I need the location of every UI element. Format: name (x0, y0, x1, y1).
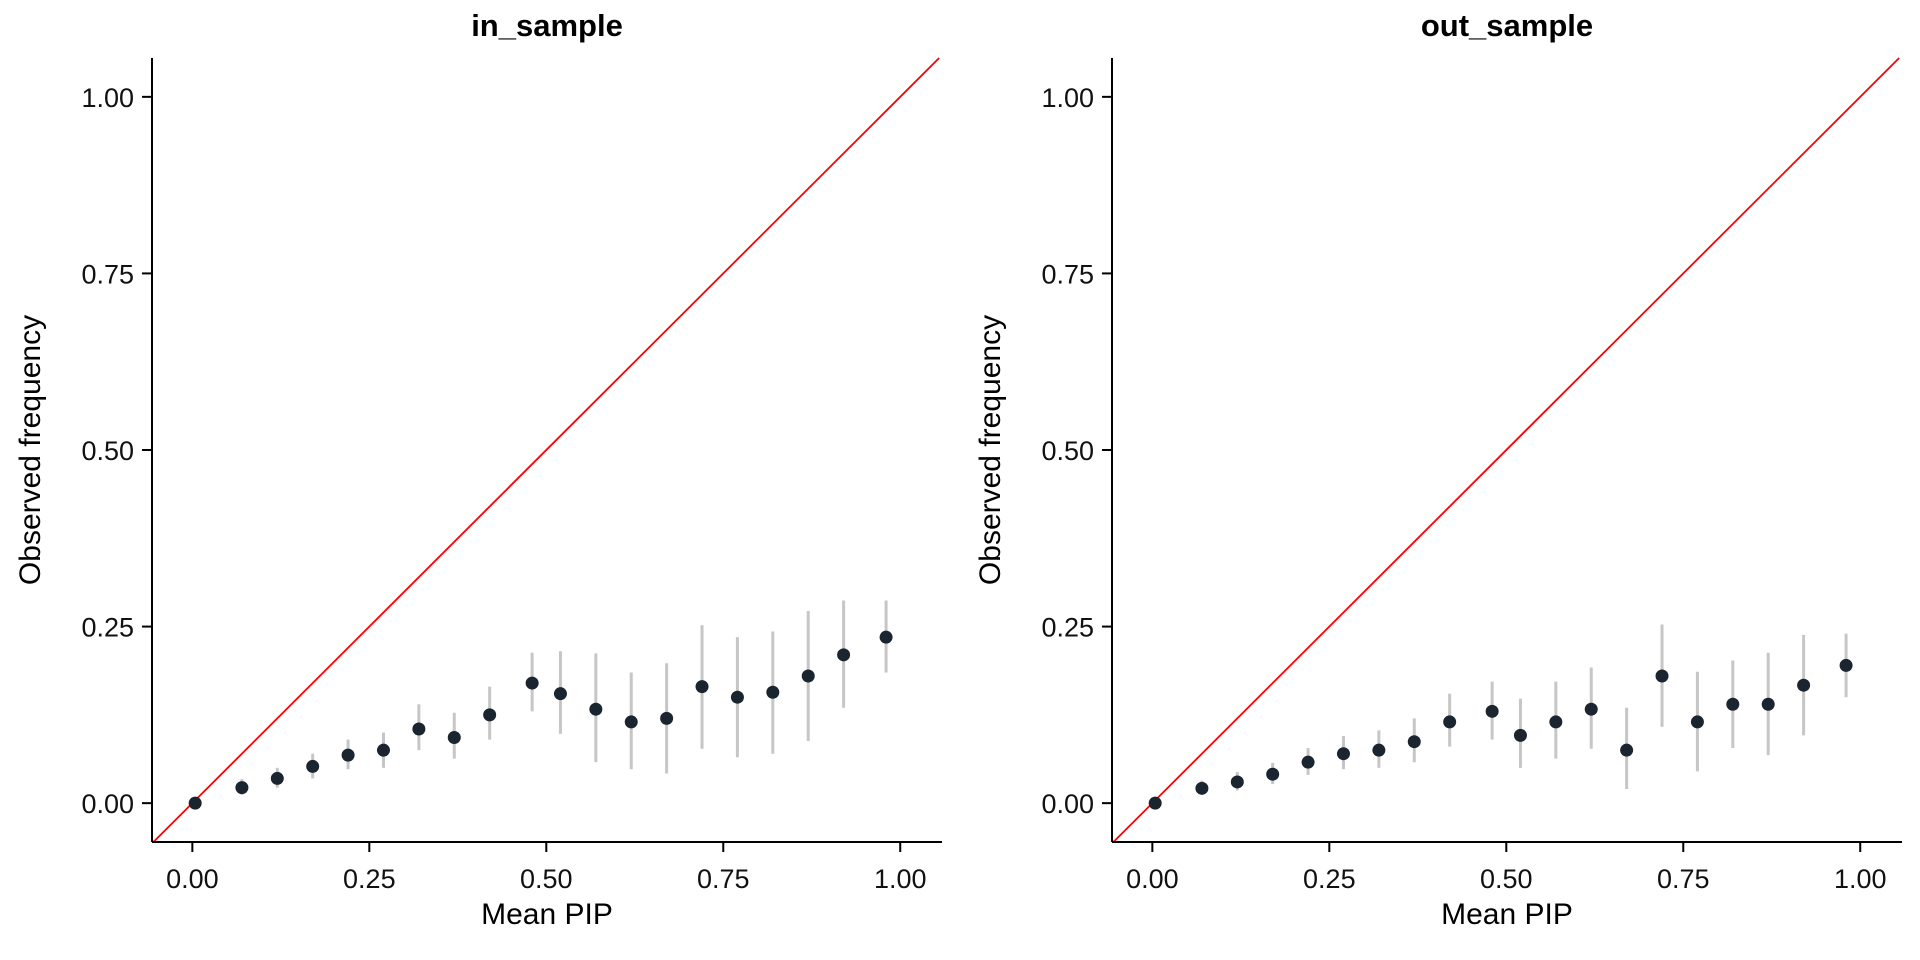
data-point (1839, 658, 1853, 672)
plot-area: 0.00 0.25 0.50 0.75 1.00 0.00 0.25 0.50 0.75 1.00 (1041, 57, 1902, 894)
plot-area: 0.00 0.25 0.50 0.75 1.00 0.00 0.25 0.50 0.75 1.00 (81, 57, 942, 894)
y-tick-label: 0.25 (81, 613, 134, 643)
data-point (1584, 702, 1598, 716)
data-point (235, 781, 249, 795)
x-axis-label: Mean PIP (1441, 898, 1573, 931)
data-point (1761, 697, 1775, 711)
data-point (376, 743, 390, 757)
data-point (1372, 743, 1386, 757)
data-point (188, 796, 202, 810)
data-point (879, 630, 893, 644)
data-point (1726, 697, 1740, 711)
data-point (624, 715, 638, 729)
y-tick-label: 0.75 (81, 259, 134, 289)
x-tick-label: 1.00 (1834, 864, 1887, 894)
data-point (1443, 715, 1457, 729)
data-point (1797, 678, 1811, 692)
data-point (695, 680, 709, 694)
data-point (306, 759, 320, 773)
data-point (1230, 775, 1244, 789)
data-point (1655, 669, 1669, 683)
y-tick-label: 1.00 (1041, 83, 1094, 113)
data-point (1266, 767, 1280, 781)
data-point (447, 730, 461, 744)
identity-reference-line (1112, 57, 1900, 843)
data-point (1407, 735, 1421, 749)
y-axis-label: Observed frequency (14, 315, 47, 585)
x-tick-label: 0.00 (166, 864, 219, 894)
data-point (1301, 755, 1315, 769)
y-tick-label: 0.75 (1041, 259, 1094, 289)
data-point (1513, 728, 1527, 742)
y-tick-label: 0.00 (1041, 789, 1094, 819)
in-sample-chart: 0.00 0.25 0.50 0.75 1.00 0.00 0.25 0.50 0.75 1.00… (14, 8, 942, 931)
panel-out-sample: 0.00 0.25 0.50 0.75 1.00 0.00 0.25 0.50 0.75 1.00… (960, 0, 1920, 960)
data-point (1620, 743, 1634, 757)
x-tick-label: 0.75 (697, 864, 750, 894)
y-tick-label: 0.00 (81, 789, 134, 819)
data-point (589, 702, 603, 716)
y-tick-label: 0.25 (1041, 613, 1094, 643)
data-point (1485, 704, 1499, 718)
y-tick-label: 1.00 (81, 83, 134, 113)
y-tick-label: 0.50 (1041, 436, 1094, 466)
data-point (1690, 715, 1704, 729)
data-point (483, 708, 497, 722)
x-axis-label: Mean PIP (481, 898, 613, 931)
chart-title: in_sample (471, 8, 623, 43)
data-point (525, 676, 539, 690)
x-tick-label: 0.25 (343, 864, 396, 894)
x-tick-label: 0.25 (1303, 864, 1356, 894)
data-point (801, 669, 815, 683)
data-point (1195, 781, 1209, 795)
identity-reference-line (152, 57, 940, 843)
chart-title: out_sample (1421, 8, 1593, 43)
data-point (766, 685, 780, 699)
x-tick-label: 1.00 (874, 864, 927, 894)
y-axis-label: Observed frequency (974, 315, 1007, 585)
data-point (341, 748, 355, 762)
x-tick-label: 0.50 (1480, 864, 1533, 894)
data-point (660, 711, 674, 725)
data-point (1336, 747, 1350, 761)
y-tick-label: 0.50 (81, 436, 134, 466)
data-point (553, 687, 567, 701)
out-sample-chart: 0.00 0.25 0.50 0.75 1.00 0.00 0.25 0.50 0.75 1.00… (974, 8, 1902, 931)
data-point (730, 690, 744, 704)
data-point (270, 771, 284, 785)
x-tick-label: 0.00 (1126, 864, 1179, 894)
x-tick-label: 0.50 (520, 864, 573, 894)
x-tick-label: 0.75 (1657, 864, 1710, 894)
panel-in-sample: 0.00 0.25 0.50 0.75 1.00 0.00 0.25 0.50 0.75 1.00… (14, 8, 942, 931)
data-point (837, 648, 851, 662)
data-point (1148, 796, 1162, 810)
data-point (1549, 715, 1563, 729)
data-point (412, 722, 426, 736)
